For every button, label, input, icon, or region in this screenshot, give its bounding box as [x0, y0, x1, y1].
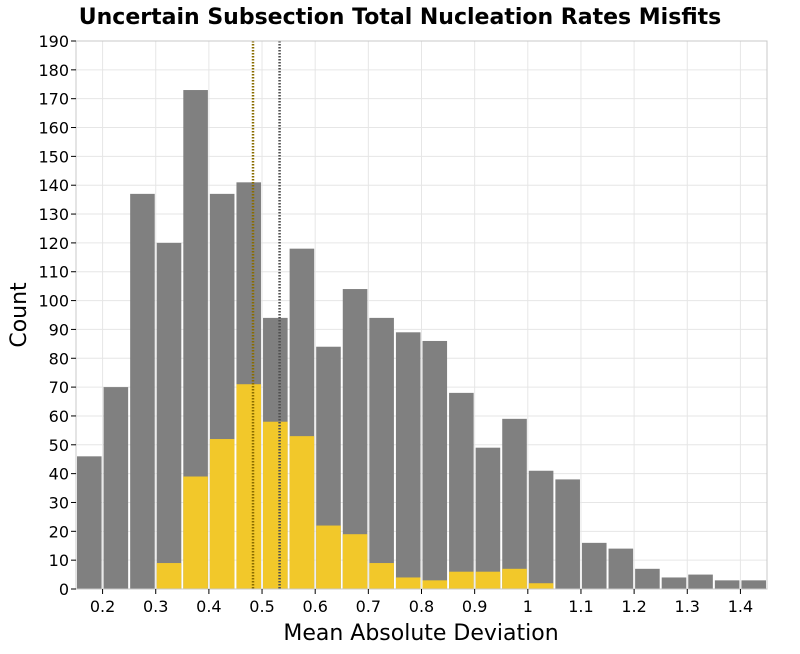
y-tick-label: 120 [38, 234, 69, 253]
bar-yellow [156, 563, 182, 589]
x-tick-label: 0.9 [462, 597, 487, 616]
x-tick-label: 1.3 [675, 597, 700, 616]
x-tick-label: 0.2 [90, 597, 115, 616]
bar-gray [581, 542, 607, 589]
bar-gray [422, 340, 448, 589]
bar-yellow [263, 421, 288, 589]
bar-gray [369, 317, 394, 589]
bar-yellow [395, 577, 421, 589]
bar-gray [77, 456, 102, 589]
y-tick-label: 70 [49, 378, 69, 397]
bar-gray [103, 387, 129, 589]
series-yellow-bars [156, 384, 554, 589]
x-tick-label: 1.2 [621, 597, 646, 616]
x-tick-label: 0.4 [196, 597, 221, 616]
y-tick-label: 160 [38, 119, 69, 138]
y-tick-label: 110 [38, 263, 69, 282]
x-tick-label: 0.3 [143, 597, 168, 616]
bar-yellow [289, 436, 315, 589]
bar-gray [395, 332, 421, 589]
y-tick-label: 10 [49, 551, 69, 570]
y-axis-ticks: 0 10 20 30 40 50 60 70 80 90 100 110 120 130 140 150 160… [38, 32, 76, 599]
bar-gray [475, 447, 501, 589]
x-tick-label: 0.8 [409, 597, 434, 616]
y-tick-label: 0 [59, 580, 69, 599]
y-tick-label: 150 [38, 147, 69, 166]
bar-gray [130, 193, 155, 589]
bar-gray [555, 479, 580, 589]
x-tick-label: 0.7 [356, 597, 381, 616]
bar-yellow [342, 534, 368, 589]
bar-gray [741, 580, 766, 589]
bar-yellow [475, 571, 501, 589]
y-tick-label: 80 [49, 349, 69, 368]
y-tick-label: 90 [49, 320, 69, 339]
bar-yellow [502, 568, 527, 589]
bar-gray [661, 577, 687, 589]
y-tick-label: 30 [49, 493, 69, 512]
bar-yellow [209, 439, 235, 589]
bar-gray [608, 548, 634, 589]
y-tick-label: 140 [38, 176, 69, 195]
x-axis-label: Mean Absolute Deviation [283, 621, 558, 646]
y-tick-label: 20 [49, 522, 69, 541]
y-axis-label: Count [7, 282, 32, 348]
bar-gray [528, 470, 554, 589]
bar-gray [449, 392, 474, 589]
y-tick-label: 190 [38, 32, 69, 51]
y-tick-label: 50 [49, 436, 69, 455]
reference-lines [251, 41, 281, 589]
y-tick-label: 170 [38, 90, 69, 109]
bar-yellow [236, 384, 262, 589]
x-tick-label: 0.6 [302, 597, 327, 616]
bar-yellow [316, 525, 341, 589]
y-tick-label: 100 [38, 292, 69, 311]
bar-yellow [183, 476, 208, 589]
bar-gray [714, 580, 740, 589]
bar-gray [156, 242, 182, 590]
bar-gray [635, 568, 660, 589]
bar-yellow [528, 583, 554, 589]
x-tick-label: 1 [523, 597, 533, 616]
y-tick-label: 60 [49, 407, 69, 426]
bar-yellow [449, 571, 474, 589]
x-axis-ticks: 0.2 0.3 0.4 0.5 0.6 0.7 0.8 0.9 1 1.1 1.2 1.3 1.4 [90, 589, 753, 616]
y-tick-label: 180 [38, 61, 69, 80]
chart-title: Uncertain Subsection Total Nucleation Ra… [79, 5, 721, 30]
x-tick-label: 1.4 [728, 597, 753, 616]
x-tick-label: 0.5 [249, 597, 274, 616]
bar-gray [502, 418, 527, 589]
bar-yellow [422, 580, 448, 589]
y-tick-label: 40 [49, 465, 69, 484]
bar-gray [688, 574, 713, 589]
x-tick-label: 1.1 [568, 597, 593, 616]
bar-yellow [369, 563, 394, 589]
y-tick-label: 130 [38, 205, 69, 224]
